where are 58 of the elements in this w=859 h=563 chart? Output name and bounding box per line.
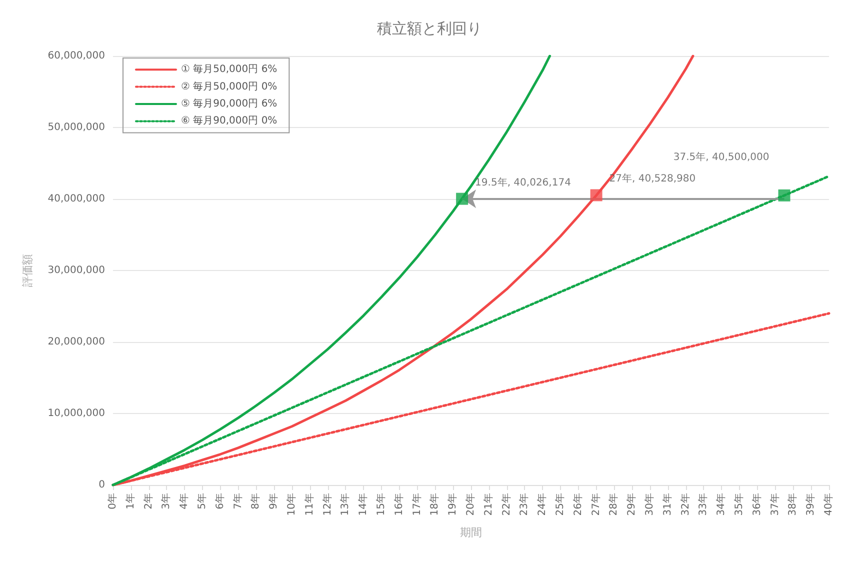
y-tick-label: 20,000,000 bbox=[48, 336, 105, 348]
x-tick-label: 0年 bbox=[106, 493, 118, 510]
x-tick-label: 3年 bbox=[160, 493, 172, 510]
x-tick-label: 34年 bbox=[715, 493, 728, 516]
x-tick-label: 21年 bbox=[482, 493, 494, 516]
x-tick-label: 7年 bbox=[232, 493, 244, 510]
y-tick-label: 10,000,000 bbox=[48, 408, 105, 419]
x-tick-label: 38年 bbox=[786, 493, 799, 516]
x-tick-label: 13年 bbox=[339, 493, 352, 516]
x-tick-label: 29年 bbox=[626, 493, 638, 516]
legend-label: ② 毎月50,000円 0% bbox=[181, 80, 278, 92]
x-tick-label: 27年 bbox=[590, 493, 602, 516]
chart-title: 積立額と利回り bbox=[377, 20, 482, 38]
x-tick-label: 10年 bbox=[286, 493, 298, 516]
y-axis-title: 評価額 bbox=[21, 254, 34, 287]
x-tick-label: 17年 bbox=[410, 493, 423, 516]
data-label: 37.5年, 40,500,000 bbox=[673, 150, 770, 163]
x-tick-label: 32年 bbox=[679, 493, 692, 516]
x-tick-label: 16年 bbox=[392, 493, 405, 516]
x-tick-label: 40年 bbox=[822, 493, 834, 516]
x-tick-label: 6年 bbox=[214, 493, 226, 510]
x-tick-label: 8年 bbox=[250, 493, 262, 510]
x-tick-label: 23年 bbox=[518, 493, 530, 516]
x-tick-label: 39年 bbox=[804, 493, 817, 516]
y-tick-label: 60,000,000 bbox=[48, 50, 105, 62]
y-tick-label: 50,000,000 bbox=[48, 122, 105, 133]
x-tick-label: 9年 bbox=[268, 493, 280, 510]
y-tick-label: 40,000,000 bbox=[48, 194, 105, 204]
x-tick-label: 11年 bbox=[303, 493, 316, 516]
x-tick-label: 37年 bbox=[768, 493, 781, 516]
x-tick-label: 12年 bbox=[321, 493, 334, 516]
data-label: 19.5年, 40,026,174 bbox=[475, 176, 571, 188]
legend-label: ⑤ 毎月90,000円 6% bbox=[181, 98, 278, 110]
x-tick-label: 25年 bbox=[554, 493, 566, 516]
x-tick-label: 20年 bbox=[464, 493, 476, 516]
data-label: 27年, 40,528,980 bbox=[609, 172, 696, 185]
x-tick-label: 19年 bbox=[446, 493, 459, 516]
x-tick-label: 35年 bbox=[733, 493, 745, 516]
x-axis-title: 期間 bbox=[460, 526, 482, 539]
x-tick-label: 18年 bbox=[428, 493, 441, 516]
x-tick-label: 33年 bbox=[697, 493, 710, 516]
x-tick-label: 2年 bbox=[142, 493, 154, 510]
x-tick-label: 22年 bbox=[500, 493, 512, 516]
legend-label: ① 毎月50,000円 6% bbox=[181, 63, 278, 76]
x-tick-label: 26年 bbox=[572, 493, 584, 516]
y-tick-label: 30,000,000 bbox=[48, 265, 105, 276]
y-tick-label: 0 bbox=[98, 480, 105, 490]
x-tick-label: 15年 bbox=[375, 493, 387, 516]
x-tick-label: 31年 bbox=[661, 493, 674, 516]
x-tick-label: 28年 bbox=[608, 493, 620, 516]
x-tick-label: 14年 bbox=[357, 493, 370, 516]
x-tick-label: 5年 bbox=[196, 493, 208, 510]
x-tick-label: 24年 bbox=[536, 493, 548, 516]
x-tick-label: 4年 bbox=[178, 493, 190, 510]
x-tick-label: 30年 bbox=[644, 493, 656, 516]
legend-label: ⑥ 毎月90,000円 0% bbox=[181, 114, 278, 127]
x-tick-label: 36年 bbox=[750, 493, 763, 516]
x-tick-label: 1年 bbox=[124, 493, 136, 510]
